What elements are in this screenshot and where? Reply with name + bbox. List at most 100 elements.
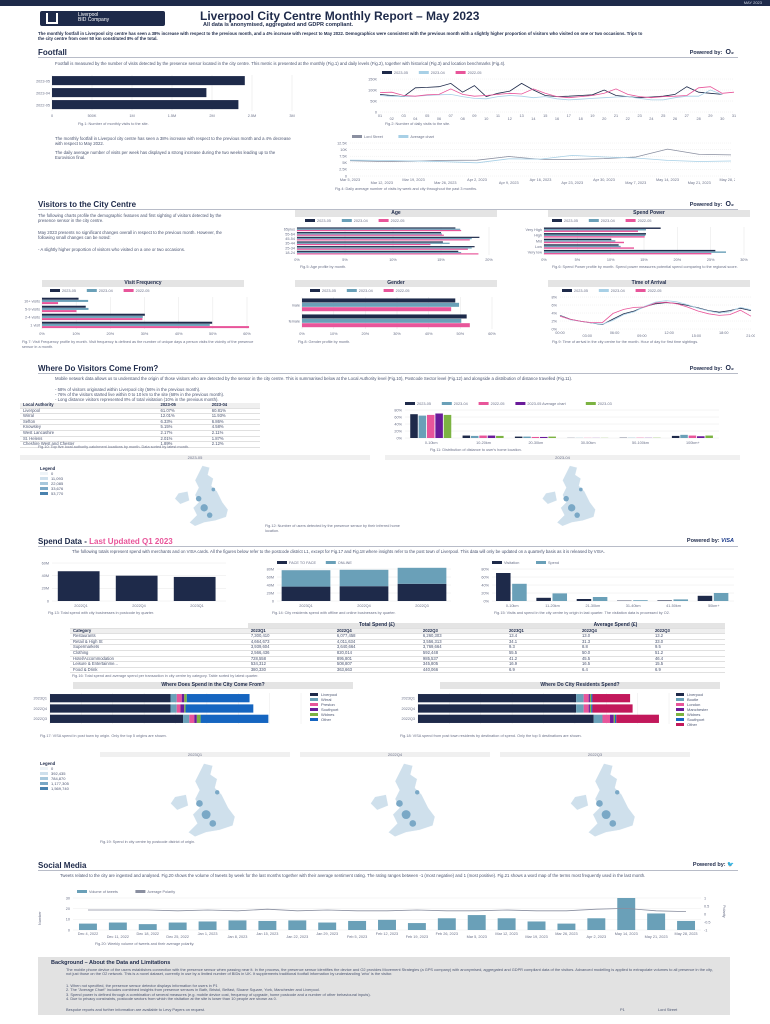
chart-svg: Visitation Spend 0% 20% 40% 60% 80% 0-10km 11-20…	[481, 561, 734, 608]
category-label: 35-44	[285, 242, 295, 246]
bar	[544, 252, 712, 255]
x-tick-label: Mar 19, 2023	[402, 178, 424, 182]
col-header: 2022Q4	[578, 628, 652, 635]
legend-swatch	[676, 697, 684, 702]
heading-accent: Last Updated Q1 2023	[89, 537, 173, 546]
hotspot-marker	[415, 790, 420, 795]
legend-swatch	[77, 890, 87, 893]
bar	[470, 435, 479, 438]
tick-label: 4%	[552, 311, 558, 315]
uk-map[interactable]	[500, 757, 690, 838]
bar	[536, 597, 551, 601]
legend-label: Widnes	[687, 712, 701, 717]
uk-map[interactable]	[100, 757, 290, 838]
chart-svg: 2023-05 2023-04 2022-05 0% 10% 20% 30% 40% 50% 60…	[24, 289, 251, 336]
table-cell: 6.9	[505, 667, 579, 674]
bar-segment	[613, 714, 616, 723]
fig16-caption: Fig.16: Total spend and average spend pe…	[72, 674, 259, 678]
tick-label: 20%	[394, 429, 402, 433]
bar	[540, 436, 548, 438]
chart-svg: Lord Street Average chart 0 2.5K 5K 7.5K 10K 12…	[337, 135, 735, 185]
section-social: Social Media Powered by: 🐦	[38, 861, 738, 871]
bar-segment	[281, 570, 331, 587]
section-heading: Visitors to the City Centre	[38, 200, 137, 209]
bar	[544, 227, 661, 229]
legend-swatch	[310, 717, 318, 722]
note: 1. When not specified, the presence sens…	[66, 983, 218, 988]
legend-label: Preston	[321, 702, 335, 707]
bar-segment	[583, 704, 589, 713]
tick-label: 2.5M	[248, 114, 256, 118]
fig14-chart: FACE TO FACE ONLINE 0 20M 40M 60M 80M 2023Q1 202…	[255, 560, 455, 610]
legend-label: 0	[51, 766, 54, 771]
bar	[297, 233, 442, 235]
x-tick-label: 12	[508, 117, 512, 121]
fig20-chart: Volume of tweets Average Polarity 0 10 20 30-…	[55, 889, 715, 939]
tick-label: 0%	[294, 258, 300, 262]
legend-swatch	[346, 289, 357, 292]
legend-item: 0	[40, 471, 63, 476]
uk-outline	[170, 763, 236, 838]
table-cell: 2.01%	[157, 436, 209, 443]
tick-label: 30	[66, 896, 70, 900]
bar	[108, 922, 127, 930]
bar	[42, 305, 86, 308]
x-tick-label: 02	[390, 117, 394, 121]
bar	[42, 321, 213, 324]
tick-label: 6%	[552, 303, 558, 307]
legend-item: Liverpool	[676, 692, 708, 697]
o2-logo: O₂	[725, 49, 734, 56]
bar-segment	[184, 694, 187, 703]
bar	[497, 918, 516, 930]
chart-svg: 2023-05 2023-04 2022-05 0 50K 100K 150K 01 02 03 0…	[368, 71, 736, 121]
fig13-caption: Fig.13: Total spend with city businesses…	[48, 611, 155, 615]
table-cell: 46.4	[651, 656, 725, 663]
legend-swatch	[310, 692, 318, 697]
bar-segment	[576, 704, 584, 713]
legend-swatch	[40, 486, 48, 491]
table-cell: 31.3	[578, 639, 652, 646]
bar	[318, 922, 337, 930]
category-label: 2022Q4	[132, 604, 146, 608]
tick-label: 0%	[541, 258, 547, 262]
category-label: 2022Q3	[401, 717, 415, 721]
logo-line1: Liverpool	[78, 12, 99, 18]
bar	[297, 247, 472, 249]
fig20-caption: Fig.20: Weekly volume of tweets and thei…	[95, 942, 195, 946]
bar-segment	[200, 714, 269, 723]
table-cell: 6,077,458	[333, 634, 420, 640]
table-row: Leisure & Entertainme... 534,312 508,807 34…	[70, 662, 725, 668]
bar	[544, 229, 646, 231]
uk-map[interactable]	[20, 460, 370, 527]
uk-map[interactable]	[300, 757, 490, 838]
y-axis-label-left: Number	[38, 911, 42, 925]
legend-label: 2022-05	[638, 219, 652, 223]
fig6-caption: Fig.6: Spend Power profile by month. Spe…	[552, 265, 738, 269]
legend-label: FACE TO FACE	[289, 561, 317, 565]
footfall-text2: The daily average number of visits per w…	[55, 150, 276, 160]
x-tick-label: May 7, 2023	[625, 181, 646, 185]
map-group	[370, 763, 436, 838]
hotspot-marker	[211, 487, 216, 492]
table-cell: 5.15%	[157, 425, 209, 431]
page-title: Liverpool City Centre Monthly Report – M…	[200, 9, 480, 23]
note: 3. Spend power is defined through a comb…	[66, 991, 371, 997]
x-tick-label: 04	[413, 117, 417, 121]
y2-tick-label: 0.5	[704, 904, 709, 908]
x-tick-label: May 21, 2023	[645, 935, 668, 939]
origin-spend-panel: Where Does Spend in the City Come From?	[73, 682, 353, 689]
residents-spend-panel: Where Do City Residents Spend?	[440, 682, 720, 689]
category-label: 10-20km	[476, 441, 491, 445]
x-tick-label: 15:00	[692, 334, 702, 338]
bar	[297, 246, 475, 248]
legend-item: Southport	[310, 707, 338, 712]
col-header: 2023Q1	[505, 628, 579, 635]
chart-title: Gender	[295, 280, 497, 287]
legend-swatch	[492, 561, 502, 564]
table-cell: 2.11%	[208, 430, 260, 437]
uk-map[interactable]	[385, 460, 740, 527]
legend-swatch	[310, 712, 318, 717]
legend-label: 2023-05	[317, 219, 331, 223]
hotspot-marker	[579, 487, 583, 492]
legend-item: 1,177,305	[40, 781, 69, 786]
